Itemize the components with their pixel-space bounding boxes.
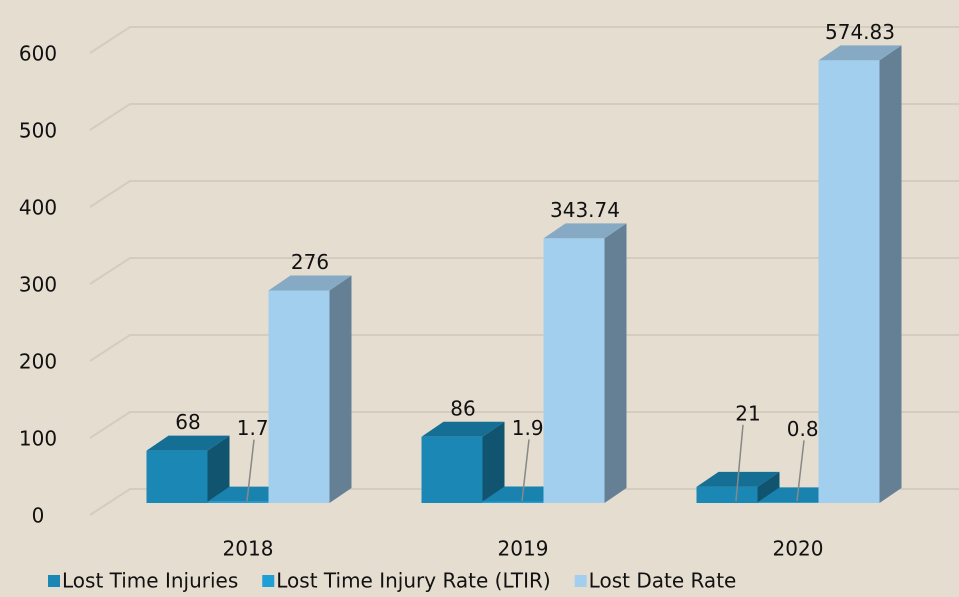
x-tick-label: 2020 xyxy=(773,537,824,561)
leader-line xyxy=(246,439,255,502)
bar-front xyxy=(757,502,819,503)
bar xyxy=(146,435,230,503)
y-tick-label: 0 xyxy=(32,504,45,528)
bar-side xyxy=(757,471,780,503)
bar-top xyxy=(268,275,352,291)
bar-side xyxy=(207,435,230,503)
legend-label: Lost Time Injury Rate (LTIR) xyxy=(276,569,550,593)
legend-label: Lost Time Injuries xyxy=(62,569,238,593)
bar xyxy=(421,421,505,503)
legend-swatch xyxy=(262,575,275,587)
bar-top xyxy=(421,421,505,437)
grid-line xyxy=(89,411,959,439)
leader-line xyxy=(796,440,805,502)
bar-front xyxy=(207,501,269,503)
grid-line xyxy=(89,334,959,362)
y-tick-label: 200 xyxy=(19,350,57,374)
bar-front xyxy=(696,486,758,503)
bar-side xyxy=(879,45,902,504)
y-tick-label: 600 xyxy=(19,42,57,66)
grid-line xyxy=(89,488,959,516)
bar xyxy=(268,275,352,503)
bar-top xyxy=(818,45,902,61)
leader-line xyxy=(521,439,530,502)
leader-line xyxy=(735,424,744,502)
grid-line xyxy=(89,257,959,285)
bar-front xyxy=(268,290,330,503)
data-label: 574.83 xyxy=(825,20,895,44)
bar-top xyxy=(543,223,627,239)
bar xyxy=(818,45,902,504)
bar xyxy=(543,223,627,504)
grid-line xyxy=(89,180,959,208)
y-tick-label: 500 xyxy=(19,119,57,143)
bar-front xyxy=(482,501,544,503)
bar-front xyxy=(146,450,208,503)
y-tick-label: 300 xyxy=(19,273,57,297)
x-tick-label: 2019 xyxy=(498,537,549,561)
data-label: 68 xyxy=(175,410,200,434)
bar-front xyxy=(818,60,880,504)
bar-side xyxy=(482,421,505,503)
bar-side xyxy=(604,223,627,504)
x-tick-label: 2018 xyxy=(223,537,274,561)
y-tick-label: 400 xyxy=(19,196,57,220)
grid-line xyxy=(89,103,959,131)
legend-swatch xyxy=(48,575,60,587)
legend-label: Lost Date Rate xyxy=(589,569,737,593)
bar-front xyxy=(421,436,483,503)
data-label: 86 xyxy=(450,396,475,420)
grid-line xyxy=(89,26,959,54)
bar-top xyxy=(146,435,230,451)
data-label: 21 xyxy=(735,401,760,425)
data-label: 343.74 xyxy=(550,198,620,222)
data-label: 276 xyxy=(291,250,329,274)
bar-side xyxy=(329,275,352,503)
y-tick-label: 100 xyxy=(19,427,57,451)
legend-swatch xyxy=(574,575,587,587)
bar-front xyxy=(543,238,605,504)
